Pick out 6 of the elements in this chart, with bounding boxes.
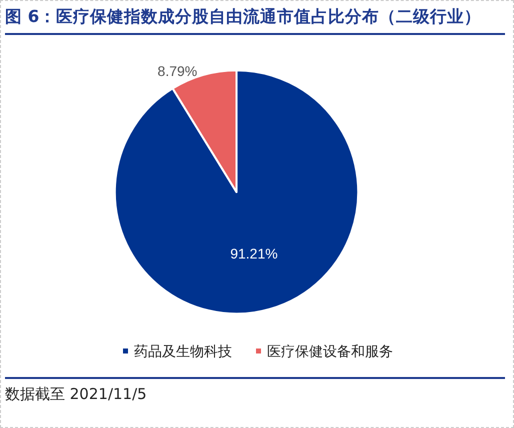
text: 数据截至 2021/11/5 [5,377,505,404]
data-label: 91.21% [230,245,278,262]
data-label: 8.79% [158,63,198,80]
chart-title: 图 6：医疗保健指数成分股自由流通市值占比分布（二级行业） [5,5,505,35]
legend-label: 药品及生物科技 [134,343,232,359]
legend-label: 医疗保健设备和服务 [267,343,393,359]
